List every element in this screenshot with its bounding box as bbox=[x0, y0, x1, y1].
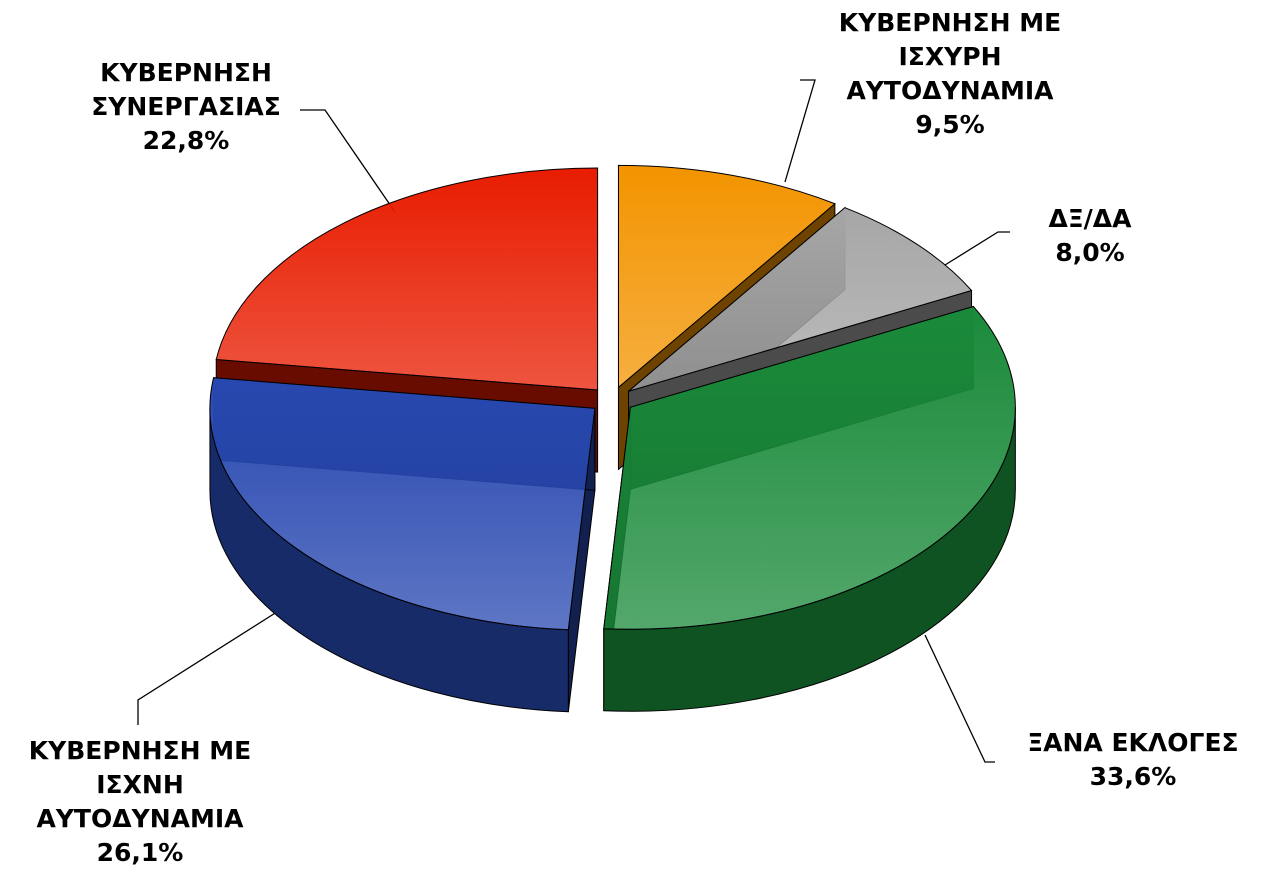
value-label: 22,8% bbox=[142, 126, 230, 155]
category-label: ΚΥΒΕΡΝΗΣΗ ΜΕ ΙΣΧΥΡΗ ΑΥΤΟΔΥΝΑΜΙΑ bbox=[838, 8, 1062, 105]
slice bbox=[215, 167, 599, 391]
value-label: 9,5% bbox=[915, 110, 985, 139]
slice-label: ΚΥΒΕΡΝΗΣΗ ΣΥΝΕΡΓΑΣΙΑΣ 22,8% bbox=[56, 56, 316, 158]
slice bbox=[628, 207, 973, 392]
leader-line bbox=[784, 79, 816, 183]
category-label: ΔΞ/ΔΑ bbox=[1048, 204, 1132, 233]
category-label: ΚΥΒΕΡΝΗΣΗ ΜΕ ΙΣΧΝΗ ΑΥΤΟΔΥΝΑΜΙΑ bbox=[28, 736, 252, 833]
value-label: 26,1% bbox=[96, 838, 184, 867]
slice-label: ΔΞ/ΔΑ 8,0% bbox=[990, 202, 1190, 270]
leader-line bbox=[300, 109, 396, 213]
slice-label: ΚΥΒΕΡΝΗΣΗ ΜΕ ΙΣΧΥΡΗ ΑΥΤΟΔΥΝΑΜΙΑ 9,5% bbox=[805, 6, 1095, 142]
slice-shade bbox=[209, 408, 569, 712]
slice-tops bbox=[209, 164, 1016, 631]
slice-label: ΚΥΒΕΡΝΗΣΗ ΜΕ ΙΣΧΝΗ ΑΥΤΟΔΥΝΑΜΙΑ 26,1% bbox=[0, 734, 285, 870]
slice bbox=[209, 377, 596, 631]
leader-line bbox=[137, 609, 281, 725]
value-label: 33,6% bbox=[1089, 762, 1177, 791]
leader-line bbox=[944, 231, 1010, 266]
slice-shade bbox=[603, 407, 1016, 712]
leader-line bbox=[924, 634, 995, 763]
slice bbox=[603, 305, 1016, 630]
slice-label: ΞΑΝΑ ΕΚΛΟΓΕΣ 33,6% bbox=[983, 726, 1264, 794]
value-label: 8,0% bbox=[1055, 238, 1125, 267]
slice bbox=[617, 164, 836, 389]
category-label: ΚΥΒΕΡΝΗΣΗ ΣΥΝΕΡΓΑΣΙΑΣ bbox=[91, 58, 281, 121]
category-label: ΞΑΝΑ ΕΚΛΟΓΕΣ bbox=[1027, 728, 1239, 757]
